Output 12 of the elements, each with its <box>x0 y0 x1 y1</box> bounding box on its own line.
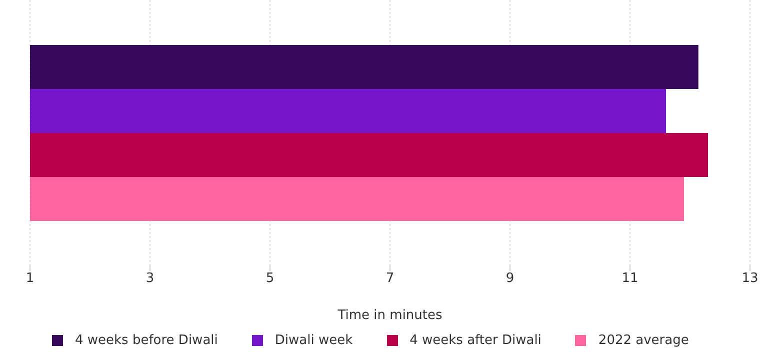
x-axis-title: Time in minutes <box>336 308 442 323</box>
x-tick-label: 5 <box>266 271 274 286</box>
x-tick-label: 7 <box>386 271 394 286</box>
x-tick-label: 13 <box>742 271 758 286</box>
x-tick-label: 1 <box>26 271 34 286</box>
x-tick-label: 9 <box>506 271 514 286</box>
legend-label: 2022 average <box>597 333 689 348</box>
legend-label: 4 weeks after Diwali <box>408 333 542 348</box>
x-tick-label: 11 <box>622 271 638 286</box>
x-tick-label: 3 <box>146 271 154 286</box>
legend-label: 4 weeks before Diwali <box>74 333 218 348</box>
legend-label: Diwali week <box>274 333 353 348</box>
